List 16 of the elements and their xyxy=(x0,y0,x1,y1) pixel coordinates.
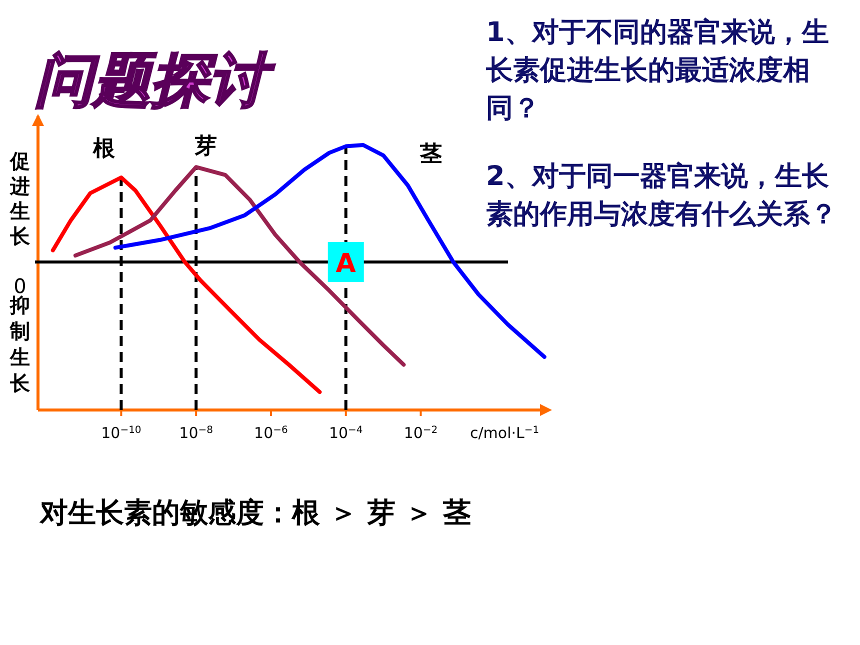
x-tick-label: 10$^{−10}$ xyxy=(101,424,142,442)
text: 抑制生长 xyxy=(9,293,31,395)
annotation: 2、对于同一器官来说，生长素的作用与浓度有什么关系？ xyxy=(486,160,838,232)
series-label: 根 xyxy=(92,136,116,162)
series-label: 芽 xyxy=(194,134,218,160)
x-tick-label: 10$^{−4}$ xyxy=(328,424,363,442)
text: 1、对于不同的器官来说，生长素促进生长的最适浓度相同？ xyxy=(486,16,830,126)
series-label: 茎 xyxy=(419,142,442,167)
text: 促进生长 xyxy=(9,149,31,248)
annotation: A xyxy=(336,249,356,279)
x-tick-label: 10$^{−8}$ xyxy=(179,424,214,442)
x-axis-title: c/mol·L$^{−1}$ xyxy=(470,424,540,442)
x-tick-label: 10$^{−2}$ xyxy=(404,424,438,442)
text: 对生长素的敏感度：根 ＞ 芽 ＞ 茎 xyxy=(39,496,471,529)
x-tick-label: 10$^{−6}$ xyxy=(254,424,288,442)
chart-title: 问题探讨 xyxy=(35,46,275,114)
